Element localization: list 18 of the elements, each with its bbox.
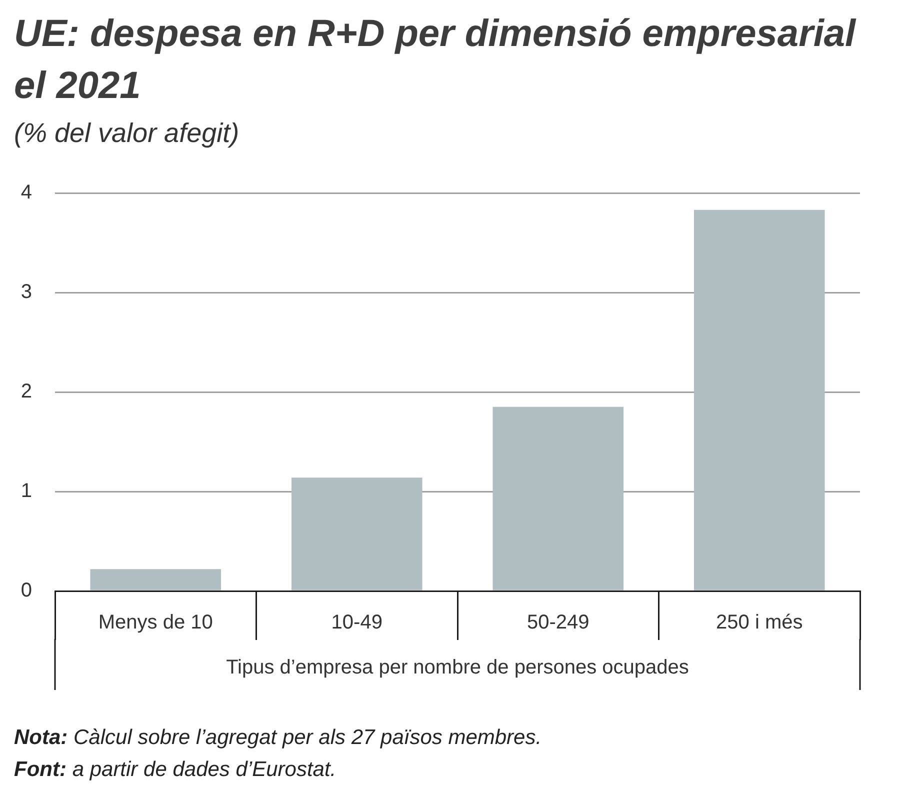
x-tick-label: 250 i més xyxy=(716,612,803,634)
text: Font: a partir de dades d’Eurostat. xyxy=(14,758,336,781)
bar xyxy=(694,210,825,590)
bar xyxy=(90,569,222,590)
y-tick-label: 3 xyxy=(20,281,32,304)
x-tick-label: 50-249 xyxy=(526,612,590,634)
y-tick-label: 2 xyxy=(20,380,32,403)
chart-subtitle: (% del valor afegit) xyxy=(14,117,240,149)
x-tick-label: 10-49 xyxy=(331,612,382,634)
y-tick-label: 4 xyxy=(20,182,32,204)
text: Nota: Càlcul sobre l’agregat per als 27 països membres. xyxy=(14,726,542,749)
y-tick-label: 1 xyxy=(20,480,32,502)
bar xyxy=(492,406,624,590)
bar xyxy=(291,478,422,590)
chart-title: UE: despesa en R+D per dimensió empresarial el 2021 xyxy=(14,12,858,109)
x-axis-title: Tipus d’empresa per nombre de persones ocupades xyxy=(226,656,689,679)
x-tick-label: Menys de 10 xyxy=(98,612,213,634)
y-tick-label: 0 xyxy=(20,580,32,602)
